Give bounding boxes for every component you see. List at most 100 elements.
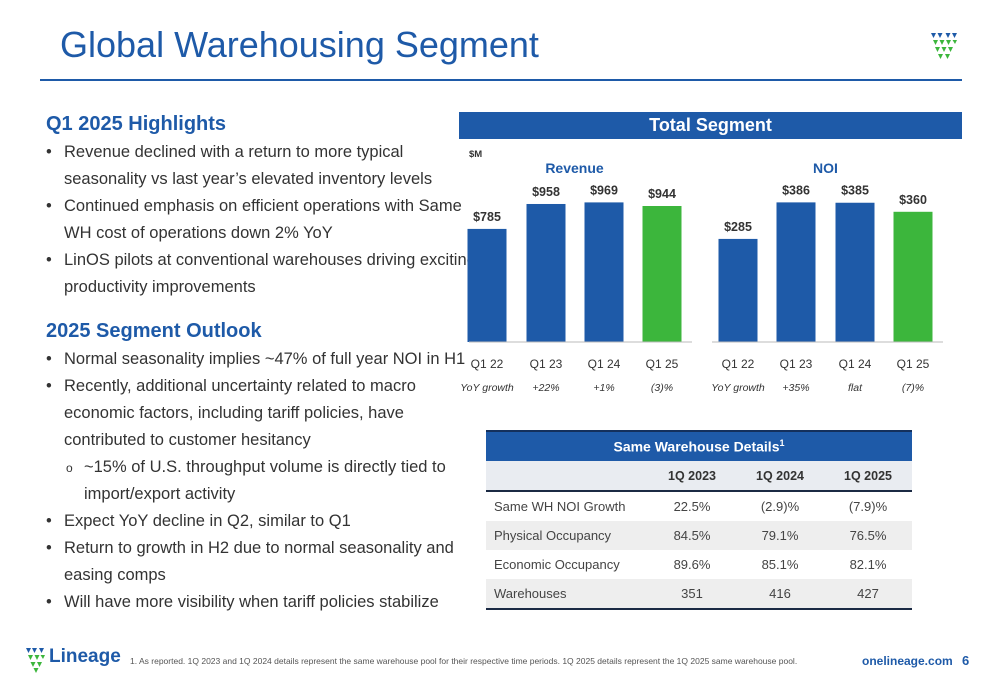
- footer-logo-icon: [26, 648, 45, 673]
- x-tick-label: Q1 25: [646, 357, 679, 371]
- bar: [893, 211, 933, 342]
- bullet-icon: •: [46, 593, 52, 611]
- footer-logo-text: Lineage: [49, 646, 121, 667]
- unit-label: $M: [469, 149, 482, 160]
- table-title: Same Warehouse Details1: [486, 430, 912, 461]
- x-tick-label: Q1 25: [897, 357, 930, 371]
- data-label: $360: [899, 193, 927, 207]
- bullet-text-line: ~15% of U.S. throughput volume is direct…: [84, 458, 446, 476]
- x-tick-label: Q1 22: [722, 357, 755, 371]
- bullet-text-line: contributed to customer hesitancy: [64, 431, 311, 449]
- bullet-icon: •: [46, 512, 52, 530]
- row-label: Warehouses: [486, 579, 648, 610]
- bullet-icon: •: [46, 350, 52, 368]
- bullet-icon: •: [46, 251, 52, 269]
- bullet-text-line: import/export activity: [84, 485, 236, 503]
- table-header-row: 1Q 2023 1Q 2024 1Q 2025: [486, 461, 912, 491]
- bullet-text-line: seasonality vs last year’s elevated inve…: [64, 170, 433, 188]
- table-row: Economic Occupancy 89.6% 85.1% 82.1%: [486, 550, 912, 579]
- data-label: $386: [782, 183, 810, 197]
- bullet-text-line: economic factors, including tariff polic…: [64, 404, 404, 422]
- growth-label: +22%: [532, 382, 559, 394]
- highlights-heading: Q1 2025 Highlights: [46, 113, 227, 135]
- sub-bullet-icon: o: [66, 461, 73, 475]
- row-label: Economic Occupancy: [494, 557, 620, 572]
- x-tick-label: Q1 22: [471, 357, 504, 371]
- bullet-text-line: Will have more visibility when tariff po…: [64, 593, 439, 611]
- bar: [526, 203, 566, 342]
- growth-label: (7)%: [902, 382, 924, 394]
- x-tick-label: Q1 23: [530, 357, 563, 371]
- x-tick-label: Q1 23: [780, 357, 813, 371]
- row-value: 416: [736, 579, 824, 610]
- growth-row-label: YoY growth: [460, 382, 514, 394]
- bar: [776, 202, 816, 342]
- bullet-icon: •: [46, 143, 52, 161]
- same-warehouse-table: Same Warehouse Details1 1Q 2023 1Q 2024 …: [486, 430, 912, 610]
- row-value: 82.1%: [849, 557, 887, 572]
- footnote: 1. As reported. 1Q 2023 and 1Q 2024 deta…: [130, 656, 798, 666]
- table-row: Warehouses 351 416 427: [486, 579, 912, 610]
- bar: [835, 202, 875, 342]
- bar: [467, 228, 507, 342]
- data-label: $385: [841, 184, 869, 198]
- table-row: Physical Occupancy 84.5% 79.1% 76.5%: [486, 521, 912, 550]
- website-link[interactable]: onelineage.com: [862, 654, 953, 668]
- bullet-text-line: Normal seasonality implies ~47% of full …: [64, 350, 466, 368]
- x-tick-label: Q1 24: [839, 357, 872, 371]
- bullet-text-line: easing comps: [64, 566, 166, 584]
- row-value: (2.9)%: [760, 499, 800, 514]
- growth-label: (3)%: [651, 382, 673, 394]
- bullet-text-line: LinOS pilots at conventional warehouses …: [64, 251, 476, 269]
- data-label: $969: [590, 183, 618, 197]
- data-label: $785: [473, 210, 501, 224]
- row-value: 427: [824, 579, 912, 610]
- bar: [584, 202, 624, 342]
- row-value: 89.6%: [673, 557, 711, 572]
- segment-bar-charts: Revenue $M $785 Q1 22 $958 Q1 23 $969 Q1 24 $944…: [460, 149, 943, 394]
- x-tick-label: Q1 24: [588, 357, 621, 371]
- page-number: 6: [962, 653, 970, 668]
- bullet-icon: •: [46, 539, 52, 557]
- row-value: 22.5%: [673, 499, 711, 514]
- bullet-icon: •: [46, 197, 52, 215]
- bullet-text-line: Continued emphasis on efficient operatio…: [64, 197, 462, 215]
- bar: [718, 238, 758, 342]
- table-header-label: [486, 461, 648, 491]
- data-label: $958: [532, 185, 560, 199]
- title-divider: [40, 79, 962, 81]
- data-label: $285: [724, 220, 752, 234]
- growth-label: +1%: [593, 382, 614, 394]
- row-value: 84.5%: [673, 528, 711, 543]
- chart-title: Revenue: [545, 160, 604, 176]
- row-value: (7.9)%: [848, 499, 888, 514]
- bullet-text-line: productivity improvements: [64, 278, 256, 296]
- outlook-heading: 2025 Segment Outlook: [46, 320, 262, 342]
- row-value: 76.5%: [849, 528, 887, 543]
- page-title: Global Warehousing Segment: [60, 24, 539, 65]
- table-header-1q2025: 1Q 2025: [844, 468, 892, 483]
- row-label: Same WH NOI Growth: [494, 499, 626, 514]
- bullet-text-line: Expect YoY decline in Q2, similar to Q1: [64, 512, 351, 530]
- growth-label: flat: [848, 382, 863, 394]
- chart-title: NOI: [813, 160, 838, 176]
- growth-label: +35%: [782, 382, 809, 394]
- data-label: $944: [648, 187, 676, 201]
- row-value: 85.1%: [761, 557, 799, 572]
- row-value: 79.1%: [761, 528, 799, 543]
- bullet-icon: •: [46, 377, 52, 395]
- bullet-text-line: Recently, additional uncertainty related…: [64, 377, 416, 395]
- lineage-logo-icon: [930, 32, 958, 65]
- footnote-marker: 1: [779, 438, 785, 449]
- total-segment-banner: Total Segment: [459, 112, 962, 139]
- row-value: 351: [648, 579, 736, 610]
- bar: [642, 206, 682, 342]
- table-header-1q2024: 1Q 2024: [756, 468, 804, 483]
- bullet-text-line: Revenue declined with a return to more t…: [64, 143, 404, 161]
- table-row: Same WH NOI Growth 22.5% (2.9)% (7.9)%: [486, 491, 912, 521]
- row-label: Physical Occupancy: [494, 528, 612, 543]
- table-header-1q2023: 1Q 2023: [668, 468, 716, 483]
- footer-lineage-logo: [26, 648, 45, 673]
- bullet-text-line: Return to growth in H2 due to normal sea…: [64, 539, 454, 557]
- bullet-text-line: WH cost of operations down 2% YoY: [64, 224, 333, 242]
